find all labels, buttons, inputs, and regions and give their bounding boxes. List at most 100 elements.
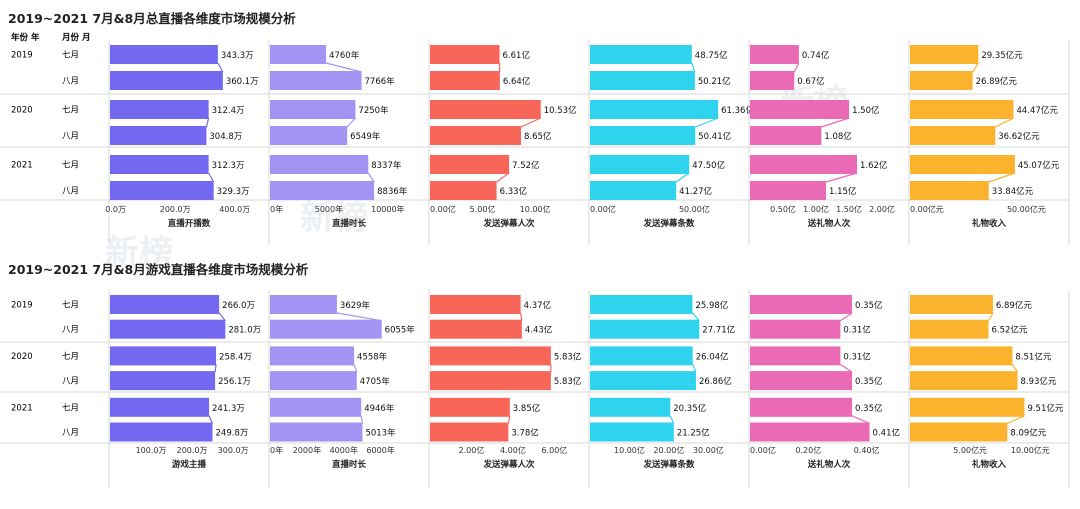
- axis-tick-label: 0.00亿: [590, 204, 616, 214]
- bar: [270, 155, 369, 174]
- row-year-label: 2019: [11, 51, 33, 61]
- bar: [590, 45, 692, 64]
- bar: [430, 155, 510, 174]
- trend-connector-line: [346, 117, 356, 128]
- bar: [750, 181, 826, 200]
- row-month-label: 七月: [62, 403, 79, 413]
- row-year-label: 2019: [11, 301, 33, 311]
- trend-connector-line: [214, 364, 217, 373]
- row-year-label: 2020: [11, 106, 33, 116]
- bar: [270, 371, 357, 391]
- axis-tick-label: 200.0万: [177, 446, 208, 455]
- trend-connector-line: [519, 312, 523, 321]
- bar-value-label: 329.3万: [217, 187, 250, 197]
- bar-value-label: 8337年: [371, 160, 402, 171]
- trend-connector-line: [988, 172, 1016, 183]
- bar: [910, 371, 1018, 391]
- bar-value-label: 44.47亿元: [1017, 105, 1059, 116]
- bar: [590, 181, 677, 200]
- bar-value-label: 33.84亿元: [992, 186, 1034, 197]
- bar: [750, 126, 822, 145]
- axis-tick-label: 100.0万: [136, 446, 167, 455]
- row-year-label: 2021: [11, 403, 33, 413]
- bar-value-label: 45.07亿元: [1018, 160, 1060, 171]
- row-month-label: 七月: [62, 106, 79, 116]
- bar-value-label: 4558年: [357, 351, 388, 362]
- bar: [430, 397, 510, 417]
- bar-value-label: 4.37亿: [524, 300, 551, 311]
- bar: [270, 319, 382, 339]
- trend-connector-line: [994, 117, 1014, 128]
- bar-value-label: 4705年: [360, 376, 391, 387]
- bar-value-label: 281.0万: [228, 326, 261, 336]
- axis-tick-label: 1.50亿: [836, 204, 862, 214]
- bar: [430, 346, 551, 366]
- axis-tick-label: 50.00亿: [679, 204, 710, 214]
- axis-tick-label: 2.00亿: [869, 204, 895, 214]
- bar: [110, 346, 217, 366]
- panel-axis-title: 直播时长: [332, 459, 367, 470]
- bar-value-label: 1.50亿: [852, 105, 879, 116]
- bar: [270, 126, 348, 145]
- trend-connector-line: [218, 312, 226, 322]
- axis-tick-label: 5.00亿: [470, 204, 496, 214]
- row-month-label: 七月: [62, 51, 79, 61]
- bar-value-label: 26.04亿: [696, 351, 729, 362]
- trend-connector-line: [205, 117, 210, 128]
- trend-connector-line: [367, 172, 375, 183]
- trend-connector-line: [353, 364, 358, 373]
- axis-tick-label: 200.0万: [160, 205, 191, 214]
- bar-value-label: 343.3万: [221, 51, 254, 61]
- axis-tick-label: 400.0万: [219, 205, 250, 214]
- bar: [750, 346, 841, 366]
- bar-value-label: 0.67亿: [797, 76, 824, 87]
- bar: [430, 45, 500, 64]
- bar: [590, 155, 690, 174]
- bar-value-label: 6.89亿元: [996, 300, 1032, 311]
- bar: [430, 181, 497, 200]
- bar: [590, 371, 696, 391]
- bar: [910, 45, 979, 64]
- bar-value-label: 4.43亿: [525, 325, 552, 336]
- bar: [910, 155, 1015, 174]
- bar: [270, 295, 337, 314]
- panel-axis-title: 礼物收入: [972, 218, 1007, 229]
- bar-value-label: 241.3万: [212, 404, 245, 414]
- bar-value-label: 312.3万: [212, 161, 245, 171]
- bar: [430, 126, 521, 145]
- bar: [110, 371, 216, 391]
- trend-connector-line: [1007, 415, 1025, 425]
- trend-connector-line: [821, 117, 850, 128]
- row-month-label: 八月: [62, 77, 79, 87]
- bar: [110, 397, 210, 417]
- trend-connector-line: [325, 62, 362, 73]
- bar: [750, 155, 857, 174]
- axis-tick-label: 0年: [270, 204, 283, 214]
- axis-tick-label: 0.50亿: [770, 204, 796, 214]
- bar-value-label: 0.31亿: [843, 325, 870, 336]
- trend-connector-line: [360, 415, 364, 424]
- row-year-label: 2020: [11, 352, 33, 362]
- bar: [270, 45, 327, 64]
- panel-axis-title: 发送弹幕条数: [642, 459, 695, 470]
- bar-value-label: 4760年: [329, 50, 360, 61]
- panel-axis-title: 送礼物人次: [807, 459, 851, 470]
- bar-value-label: 0.35亿: [855, 376, 882, 387]
- bar-value-label: 21.25亿: [677, 428, 710, 439]
- trend-connector-line: [496, 172, 510, 183]
- header-year-label: 年份 年: [11, 32, 40, 43]
- bar: [590, 126, 696, 145]
- bar: [110, 181, 214, 200]
- axis-tick-label: 50.00亿元: [1007, 204, 1046, 214]
- bar: [270, 346, 355, 366]
- bar: [910, 295, 993, 314]
- trend-connector-line: [840, 312, 853, 322]
- bar: [430, 100, 541, 119]
- bar-value-label: 41.27亿: [679, 186, 712, 197]
- chart-title-game: 2019~2021 7月&8月游戏直播各维度市场规模分析: [8, 262, 309, 277]
- bar: [750, 100, 850, 119]
- bar-value-label: 0.74亿: [802, 50, 829, 61]
- trend-connector-line: [825, 172, 858, 183]
- row-month-label: 七月: [62, 301, 79, 311]
- bar-value-label: 29.35亿元: [981, 50, 1023, 61]
